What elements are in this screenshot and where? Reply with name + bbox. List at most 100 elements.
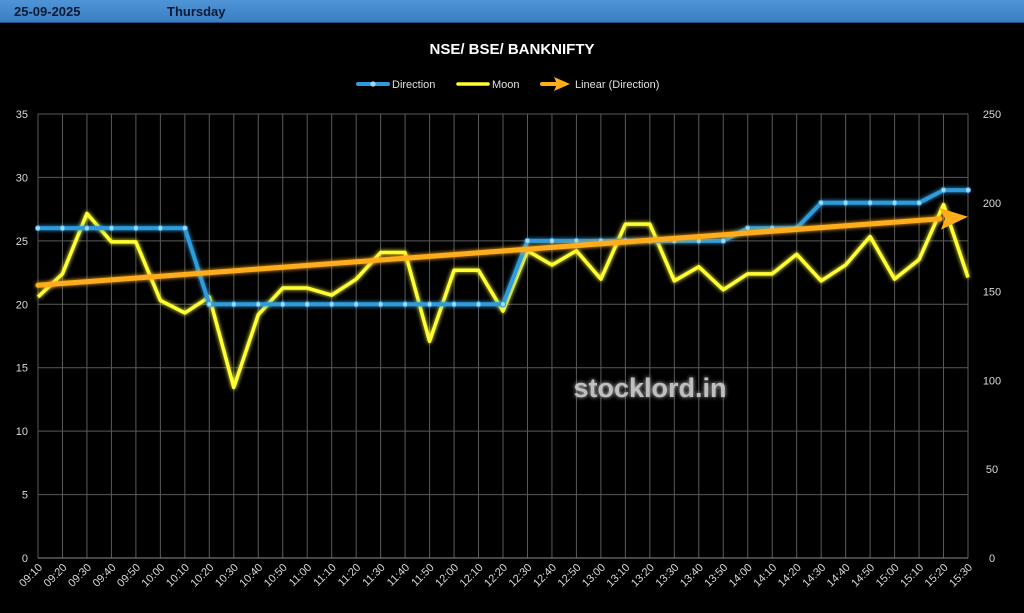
direction-point	[744, 225, 751, 232]
direction-point	[402, 301, 409, 308]
legend-label-moon: Moon	[492, 79, 520, 91]
trendline	[35, 216, 943, 288]
x-tick-label: 10:50	[262, 562, 290, 590]
direction-point	[304, 301, 311, 308]
direction-point	[157, 225, 164, 232]
x-tick-label: 14:50	[849, 562, 877, 590]
x-tick-label: 12:20	[482, 562, 510, 590]
y-left-tick-label: 5	[22, 490, 28, 502]
x-tick-label: 15:00	[874, 562, 902, 590]
x-tick-label: 13:40	[678, 562, 706, 590]
y-left-tick-label: 20	[16, 299, 28, 311]
x-tick-label: 14:10	[751, 562, 779, 590]
direction-point	[475, 301, 482, 308]
x-tick-label: 10:10	[164, 562, 192, 590]
x-tick-label: 11:50	[409, 562, 436, 589]
x-tick-label: 12:10	[458, 562, 486, 590]
direction-point	[450, 301, 458, 308]
y-right-tick-label: 100	[983, 375, 1001, 387]
x-tick-label: 15:10	[898, 562, 926, 590]
x-tick-label: 11:00	[287, 562, 314, 589]
direction-point	[720, 237, 727, 244]
y-right-tick-label: 50	[986, 464, 998, 476]
direction-point	[499, 301, 507, 308]
x-tick-label: 09:50	[115, 562, 143, 590]
x-tick-label: 14:40	[825, 562, 853, 590]
line-chart: NSE/ BSE/ BANKNIFTY 0 5 10 15 20 25 30 35 0 50 100…	[16, 41, 1001, 590]
x-tick-label: 14:20	[776, 562, 804, 590]
x-tick-label: 13:20	[629, 562, 657, 590]
y-right-tick-label: 200	[983, 198, 1001, 210]
x-tick-label: 13:10	[605, 562, 633, 590]
x-tick-label: 14:00	[727, 562, 755, 590]
x-tick-label: 09:20	[42, 562, 70, 590]
direction-point	[524, 237, 531, 244]
direction-point	[377, 301, 384, 308]
direction-point	[891, 199, 898, 206]
legend-label-trendline: Linear (Direction)	[575, 79, 659, 91]
direction-point	[915, 199, 923, 206]
axes: 0510152025303505010015020025009:1009:200…	[16, 109, 1001, 590]
grid	[37, 113, 969, 559]
direction-point	[230, 301, 237, 308]
direction-point	[255, 301, 262, 308]
x-tick-label: 09:30	[66, 562, 94, 590]
x-tick-label: 15:20	[923, 562, 951, 590]
chart-area: NSE/ BSE/ BANKNIFTY 0 5 10 15 20 25 30 35 0 50 100…	[0, 23, 1024, 608]
x-tick-label: 11:40	[385, 562, 412, 589]
y-left-tick-label: 10	[16, 426, 28, 438]
y-left-tick-label: 25	[16, 236, 28, 248]
x-tick-label: 15:30	[947, 562, 975, 590]
y-right-tick-label: 0	[989, 553, 995, 565]
direction-point	[206, 301, 213, 308]
direction-point	[328, 301, 335, 308]
direction-point	[83, 225, 91, 232]
direction-point	[842, 199, 849, 206]
direction-point	[964, 187, 972, 194]
x-tick-label: 14:30	[800, 562, 828, 590]
direction-point	[573, 237, 580, 244]
direction-point	[132, 225, 139, 232]
series-layer	[34, 187, 972, 390]
x-tick-label: 12:00	[433, 562, 461, 590]
legend-marker-direction	[370, 81, 376, 87]
direction-point	[181, 225, 188, 232]
direction-point	[867, 199, 874, 206]
x-tick-label: 12:40	[531, 562, 559, 590]
x-tick-label: 09:40	[91, 562, 119, 590]
legend-label-direction: Direction	[392, 79, 435, 91]
direction-point	[548, 237, 556, 244]
x-tick-label: 10:20	[188, 562, 216, 590]
direction-point	[108, 225, 115, 232]
y-left-tick-label: 35	[16, 109, 28, 121]
x-tick-label: 13:30	[653, 562, 681, 590]
y-right-tick-label: 250	[983, 109, 1001, 121]
x-tick-label: 10:00	[140, 562, 168, 590]
y-right-tick-label: 150	[983, 287, 1001, 299]
direction-point	[353, 301, 360, 308]
y-left-tick-label: 0	[22, 553, 28, 565]
direction-point	[59, 225, 66, 232]
x-tick-label: 13:00	[580, 562, 608, 590]
y-left-tick-label: 15	[16, 363, 28, 375]
x-tick-label: 11:20	[336, 562, 363, 589]
day-label: Thursday	[167, 4, 226, 19]
legend-arrow-trendline	[554, 77, 570, 91]
series-line-moon	[36, 202, 970, 390]
direction-point	[34, 225, 42, 232]
x-tick-label: 09:10	[17, 562, 45, 590]
header-bar: 25-09-2025 Thursday	[0, 0, 1024, 23]
x-tick-label: 12:30	[507, 562, 535, 590]
date-label: 25-09-2025	[14, 4, 81, 19]
direction-point	[279, 301, 286, 308]
x-tick-label: 10:40	[237, 562, 265, 590]
y-left-tick-label: 30	[16, 172, 28, 184]
chart-title: NSE/ BSE/ BANKNIFTY	[429, 41, 594, 58]
direction-point	[818, 199, 825, 206]
x-tick-label: 12:50	[556, 562, 584, 590]
watermark: stocklord.in	[573, 373, 726, 403]
x-tick-label: 13:50	[702, 562, 730, 590]
x-tick-label: 11:30	[360, 562, 387, 589]
direction-point	[940, 187, 947, 194]
trendline-arrowhead	[939, 207, 968, 230]
